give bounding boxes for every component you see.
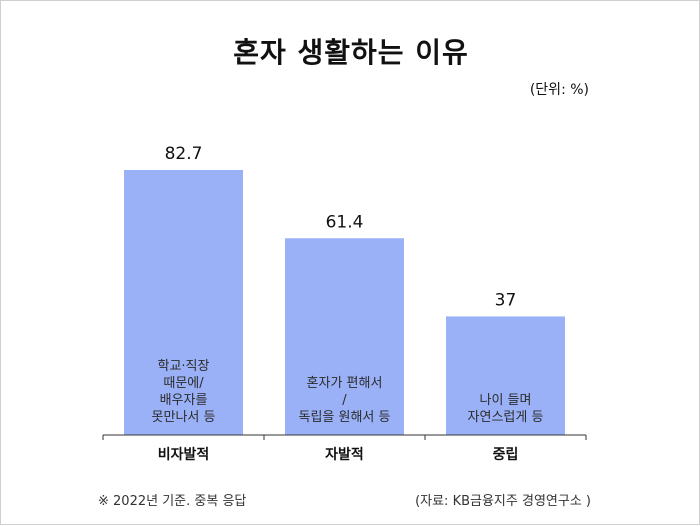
chart-title: 혼자 생활하는 이유 xyxy=(233,36,469,69)
unit-label: (단위: %) xyxy=(529,82,589,98)
category-label-1: 비자발적 xyxy=(158,446,210,463)
bar-description-1-line-2: 때문에/ xyxy=(163,376,204,391)
bar-description-2-line-2: / xyxy=(342,393,347,408)
source-note: (자료: KB금융지주 경영연구소 ) xyxy=(415,494,591,509)
value-label-1: 82.7 xyxy=(165,144,203,164)
bar-description-1-line-4: 못만나서 등 xyxy=(152,410,216,425)
category-label-2: 자발적 xyxy=(325,446,364,463)
category-label-3: 중립 xyxy=(493,447,519,463)
bar-1 xyxy=(124,170,243,435)
bar-description-2-line-3: 독립을 원해서 등 xyxy=(299,410,391,425)
value-label-2: 61.4 xyxy=(326,212,364,232)
bar-description-1-line-1: 학교·직장 xyxy=(158,359,210,374)
bar-description-3-line-2: 자연스럽게 등 xyxy=(468,410,544,425)
bar-description-1-line-3: 배우자를 xyxy=(160,393,208,408)
bar-2 xyxy=(285,238,404,435)
bar-description-2-line-1: 혼자가 편해서 xyxy=(307,376,383,391)
value-label-3: 37 xyxy=(495,290,517,310)
footnote: ※ 2022년 기준. 중복 응답 xyxy=(98,494,247,509)
bar-description-3-line-1: 나이 들며 xyxy=(480,393,532,408)
bar-3 xyxy=(446,316,565,435)
